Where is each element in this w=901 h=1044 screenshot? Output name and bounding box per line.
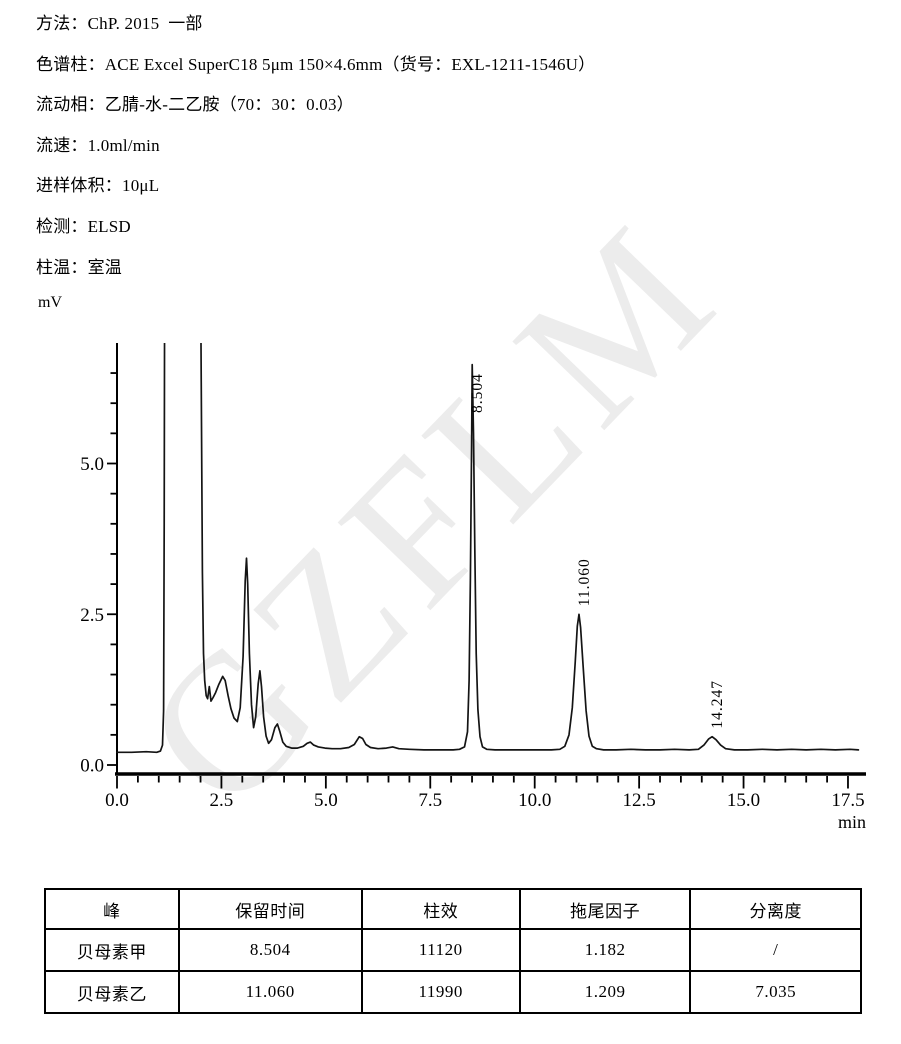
method-line-5: 检测：ELSD (36, 216, 131, 236)
x-axis-unit-label: min (837, 812, 866, 832)
table-cell-r0-c3: 1.182 (518, 928, 692, 972)
axes (115, 343, 866, 776)
y-tick-label: 0.0 (80, 756, 104, 777)
chromatogram-trace (116, 343, 860, 754)
peak-results-table: 峰保留时间 柱效 拖尾因子 分离度 贝母素甲 8.504 11120 1.182/贝母素乙 1… (44, 888, 862, 1014)
x-tick-label: 0.0 (105, 790, 129, 811)
x-tick-label: 10.0 (518, 790, 551, 811)
method-parameters: 方法：ChP. 2015 一部色谱柱：ACE Excel SuperC18 5μ… (36, 4, 595, 288)
x-tick-label: 15.0 (727, 790, 760, 811)
table-cell-r1-c1: 11.060 (177, 970, 363, 1014)
table-header-4: 分离度 (689, 888, 862, 930)
table-header-0: 峰 (44, 888, 180, 930)
table-cell-r1-c4: 7.035 (689, 970, 862, 1014)
y-tick-label: 5.0 (80, 454, 104, 475)
x-tick-label: 2.5 (210, 790, 234, 811)
method-line-4: 进样体积：10μL (36, 176, 160, 196)
axis-ticks (107, 372, 849, 789)
table-row-0: 贝母素甲 8.504 11120 1.182/ (44, 928, 862, 972)
method-line-6: 柱温：室温 (36, 257, 122, 277)
table-cell-r1-c0: 贝母素乙 (44, 970, 180, 1014)
peak-label: 8.504 (469, 373, 486, 413)
method-line-3: 流速：1.0ml/min (36, 135, 160, 155)
x-tick-label: 7.5 (418, 790, 442, 811)
table-header-row: 峰保留时间 柱效 拖尾因子 分离度 (44, 888, 862, 930)
peak-label: 14.247 (709, 680, 726, 729)
axis-tick-labels: 0.0 2.5 5.0 7.5 10.0 12.5 15.0 17.5 0.0 2.5 5.0 (80, 454, 864, 811)
table-header-3: 拖尾因子 (518, 888, 692, 930)
table-header-1: 保留时间 (177, 888, 363, 930)
y-tick-label: 2.5 (80, 605, 104, 626)
table-row-1: 贝母素乙 11.060 11990 1.209 7.035 (44, 970, 862, 1014)
x-tick-label: 5.0 (314, 790, 338, 811)
peak-label: 11.060 (576, 558, 593, 606)
table-header-2: 柱效 (360, 888, 521, 930)
table-cell-r0-c0: 贝母素甲 (44, 928, 180, 972)
table-cell-r0-c1: 8.504 (177, 928, 363, 972)
table-cell-r0-c4: / (689, 928, 862, 972)
x-tick-label: 17.5 (831, 790, 864, 811)
table-cell-r1-c2: 11990 (360, 970, 521, 1014)
table-cell-r0-c2: 11120 (360, 928, 521, 972)
x-tick-label: 12.5 (623, 790, 656, 811)
method-line-2: 流动相：乙腈-水-二乙胺（70：30：0.03） (36, 95, 354, 115)
method-line-0: 方法：ChP. 2015 一部 (36, 14, 203, 33)
table-cell-r1-c3: 1.209 (518, 970, 692, 1014)
method-line-1: 色谱柱：ACE Excel SuperC18 5μm 150×4.6mm（货号：… (36, 54, 596, 74)
peak-retention-labels: 8.504 11.060 14.247 (469, 373, 726, 729)
y-axis-unit-label: mV (38, 294, 62, 311)
